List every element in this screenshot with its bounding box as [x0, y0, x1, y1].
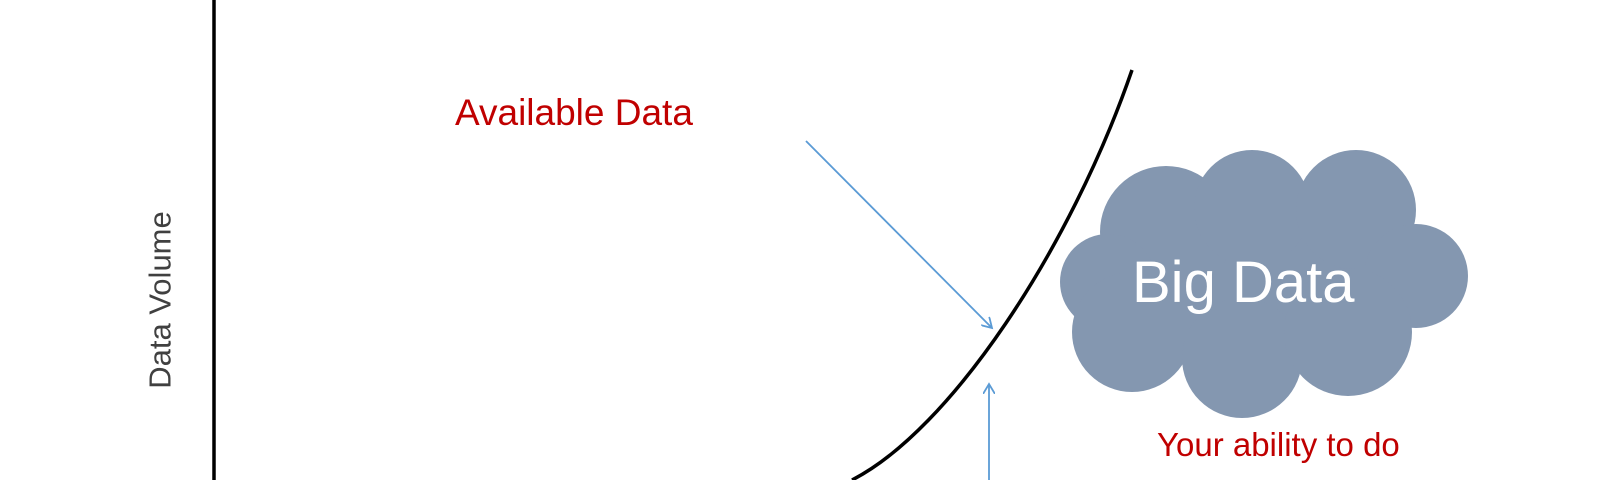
big-data-label: Big Data [1132, 250, 1355, 315]
available-data-curve [851, 69, 1134, 480]
available-data-arrow [805, 140, 992, 328]
available-data-label: Available Data [455, 92, 693, 133]
big-data-cloud [1060, 150, 1468, 418]
y-axis-label: Data Volume [142, 211, 178, 389]
ability-label: Your ability to do [1157, 426, 1400, 463]
